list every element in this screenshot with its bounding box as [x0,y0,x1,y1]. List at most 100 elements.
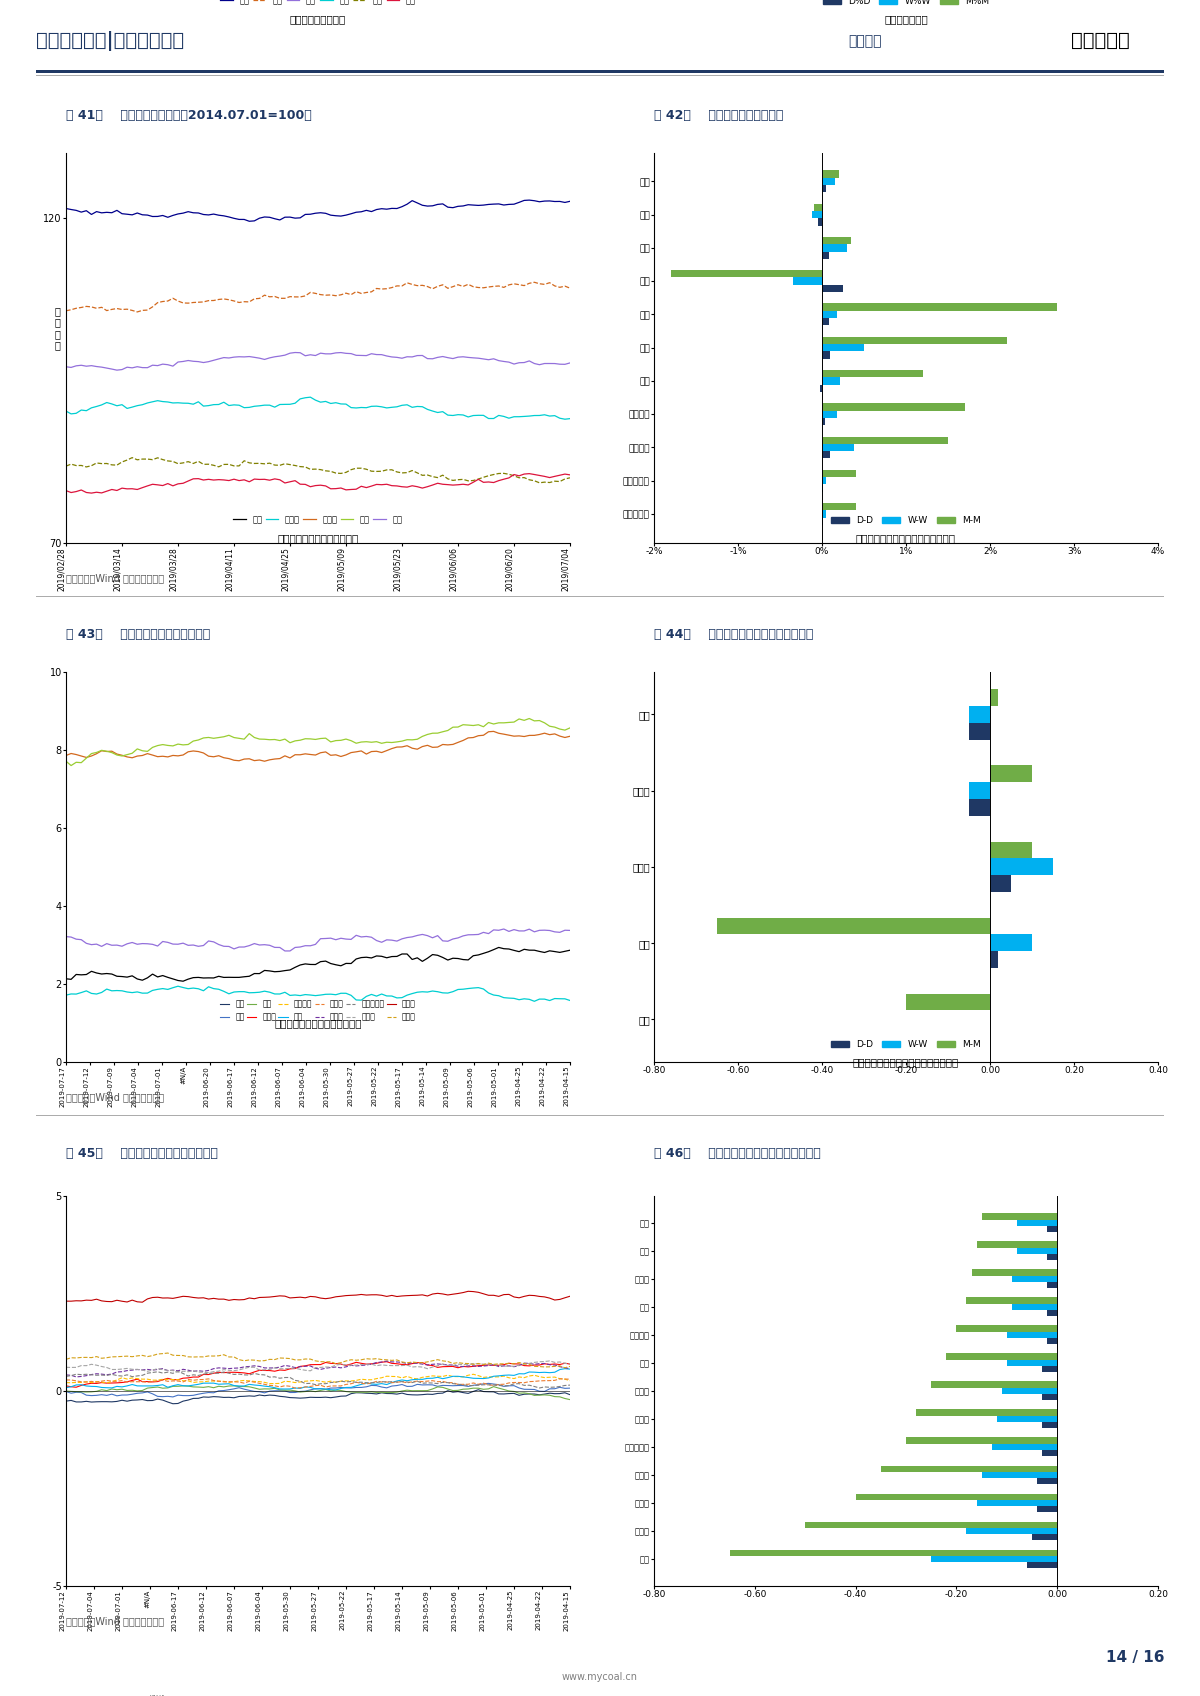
Line: 斯洛伐克: 斯洛伐克 [66,1374,570,1384]
斯洛文尼亚 [527,1377,541,1398]
Bar [822,504,856,510]
Bar [822,237,852,244]
智利 [547,921,562,941]
智利 [324,928,338,948]
法国 [558,1358,572,1379]
加拿大 [324,984,338,1004]
葡萄牙 [181,1347,196,1367]
芬兰 [527,1386,541,1406]
法国 [542,1362,557,1382]
芬兰 [59,1381,73,1401]
葡萄牙 [527,1357,541,1377]
Bar [822,170,839,178]
斯洛文尼亚 [324,1372,338,1392]
Text: 十年期国债收益率走势：美洲: 十年期国债收益率走势：美洲 [277,533,359,543]
Bar [970,782,990,799]
斯洛文尼亚 [59,1367,73,1387]
智利 [277,941,292,962]
Line: 巴西: 巴西 [66,719,570,765]
Line: 荷兰: 荷兰 [66,1384,570,1398]
Bar [997,1416,1057,1421]
意大利 [59,1291,73,1311]
比利时 [563,1369,577,1389]
美国 [533,941,547,962]
Line: 智利: 智利 [66,929,570,951]
美国 [59,968,73,989]
Bar [822,510,827,517]
荷兰 [59,1381,73,1401]
斯洛伐克 [533,1367,547,1387]
Bar [990,875,1010,892]
Text: 14 / 16: 14 / 16 [1105,1650,1164,1665]
比利时 [288,1377,302,1398]
Bar [822,319,829,326]
奥地利 [324,1353,338,1374]
Bar [970,799,990,816]
墨西哥 [156,746,170,767]
Bar [793,278,822,285]
Bar [822,377,840,385]
Bar [1048,1226,1057,1231]
斯洛文尼亚 [170,1360,185,1381]
Text: 中信期货: 中信期货 [848,34,882,47]
Text: 图 45：    欧元区十年期国债收益率走势: 图 45： 欧元区十年期国债收益率走势 [66,1146,218,1160]
斯洛伐克 [156,1369,170,1389]
芬兰 [176,1375,191,1396]
奥地利 [533,1355,547,1375]
Bar [822,451,830,458]
Bar [814,204,822,210]
Text: 十年期国债收益率走势：欧元区: 十年期国债收益率走势：欧元区 [275,1018,361,1028]
荷兰 [324,1377,338,1398]
墨西哥 [547,724,562,745]
Bar [931,1555,1057,1562]
Bar [970,722,990,739]
斯洛伐克 [563,1370,577,1391]
西班牙 [59,1357,73,1377]
Line: 西班牙: 西班牙 [66,1360,570,1372]
Line: 墨西哥: 墨西哥 [66,731,570,762]
巴西 [181,734,196,755]
法国 [59,1377,73,1398]
西班牙 [156,1360,170,1381]
爱尔兰 [181,1360,196,1381]
Bar [1037,1506,1057,1513]
Legend: 美元, 日元, 加元, 欧元, 英镑, 澳元: 美元, 日元, 加元, 欧元, 英镑, 澳元 [217,0,419,8]
法国 [563,1358,577,1379]
Bar [1042,1421,1057,1428]
智利 [176,933,191,953]
Legend: D-D, W-W, M-M: D-D, W-W, M-M [828,1036,984,1053]
芬兰 [156,1379,170,1399]
Bar [822,251,829,259]
Bar [730,1550,1057,1555]
Bar [977,1241,1057,1248]
法国 [365,1374,379,1394]
Bar [990,841,1032,858]
加拿大 [181,979,196,999]
西班牙 [365,1353,379,1374]
Bar [990,951,998,968]
Bar [822,344,864,351]
意大利 [547,1291,562,1311]
比利时 [365,1372,379,1392]
西班牙 [563,1353,577,1374]
Bar [822,304,1057,310]
Bar [1042,1365,1057,1372]
Bar [1016,1248,1057,1253]
葡萄牙 [161,1343,175,1364]
Bar [822,178,835,185]
美国 [176,972,191,992]
巴西 [324,731,338,751]
比利时 [553,1369,568,1389]
Text: www.mycoal.cn: www.mycoal.cn [562,1672,638,1682]
Line: 奥地利: 奥地利 [66,1362,570,1387]
Bar [805,1521,1057,1528]
Line: 芬兰: 芬兰 [66,1386,570,1399]
Text: 图 41：    全球汇率市场走势（2014.07.01=100）: 图 41： 全球汇率市场走势（2014.07.01=100） [66,109,312,122]
意大利 [136,1292,150,1313]
葡萄牙 [542,1357,557,1377]
美国 [563,940,577,960]
加拿大 [170,975,185,996]
Bar [818,219,822,226]
墨西哥 [257,751,271,772]
Bar [856,1494,1057,1499]
